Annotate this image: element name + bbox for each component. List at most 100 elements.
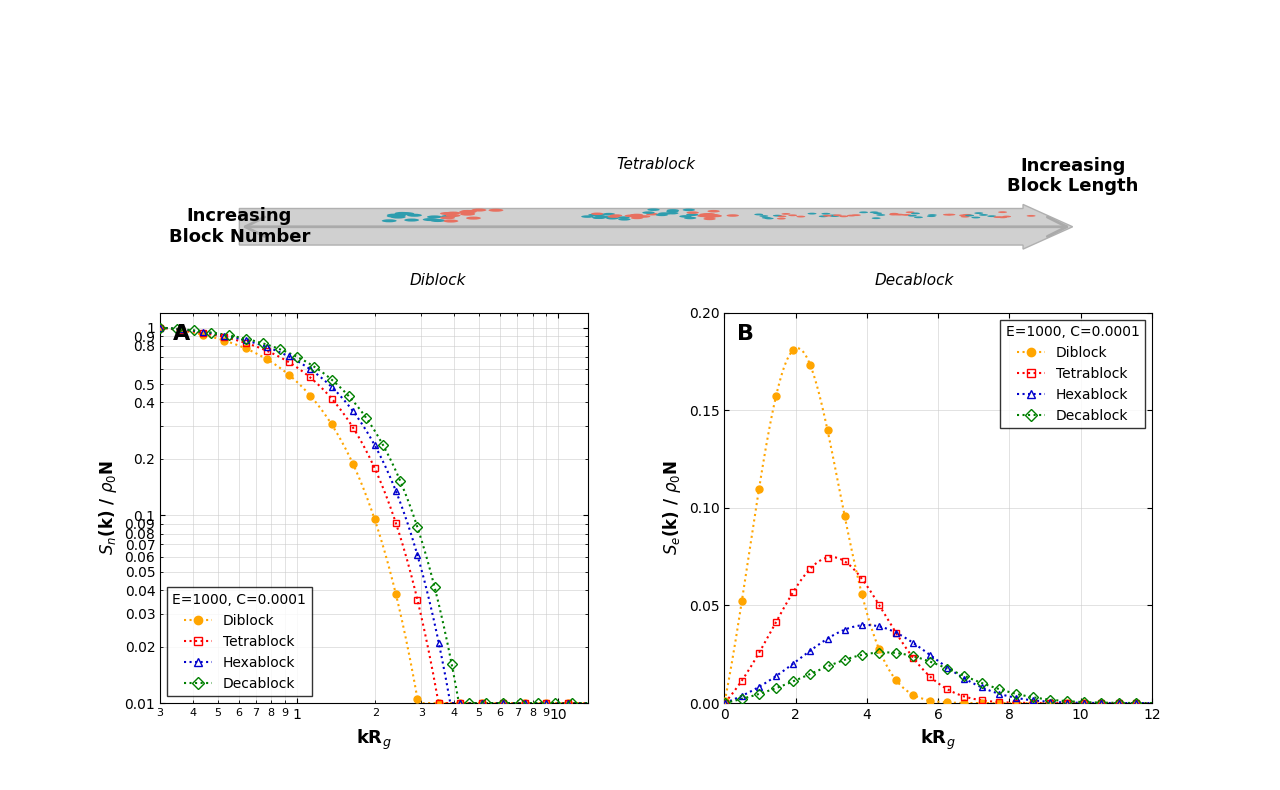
Circle shape bbox=[422, 218, 438, 221]
Y-axis label: $S_n$(k) / $\rho_0$N: $S_n$(k) / $\rho_0$N bbox=[97, 461, 119, 555]
Circle shape bbox=[387, 215, 402, 217]
Circle shape bbox=[460, 213, 475, 216]
Circle shape bbox=[631, 214, 644, 217]
Circle shape bbox=[608, 216, 620, 218]
Circle shape bbox=[979, 214, 988, 216]
Text: Diblock: Diblock bbox=[410, 273, 466, 288]
Circle shape bbox=[630, 214, 641, 216]
Circle shape bbox=[658, 213, 671, 215]
Circle shape bbox=[708, 210, 719, 213]
Circle shape bbox=[873, 213, 882, 214]
Circle shape bbox=[911, 213, 920, 214]
Circle shape bbox=[394, 212, 410, 215]
Circle shape bbox=[445, 212, 461, 215]
Circle shape bbox=[972, 216, 980, 218]
Text: Increasing
Block Number: Increasing Block Number bbox=[169, 207, 310, 246]
Circle shape bbox=[442, 215, 456, 218]
Circle shape bbox=[461, 212, 475, 215]
Circle shape bbox=[581, 216, 594, 218]
Circle shape bbox=[607, 217, 618, 220]
Circle shape bbox=[808, 213, 817, 215]
FancyArrow shape bbox=[239, 205, 1073, 249]
Circle shape bbox=[440, 212, 454, 215]
Circle shape bbox=[682, 209, 695, 211]
Circle shape bbox=[646, 213, 658, 216]
Circle shape bbox=[404, 219, 419, 221]
Circle shape bbox=[618, 218, 631, 220]
Circle shape bbox=[471, 209, 486, 212]
Circle shape bbox=[902, 214, 911, 216]
Circle shape bbox=[705, 214, 718, 216]
Circle shape bbox=[643, 212, 654, 214]
Circle shape bbox=[609, 214, 622, 216]
Circle shape bbox=[686, 213, 699, 216]
Circle shape bbox=[1027, 215, 1036, 216]
Circle shape bbox=[823, 215, 832, 216]
Circle shape bbox=[928, 214, 937, 216]
Circle shape bbox=[443, 220, 458, 223]
Circle shape bbox=[869, 212, 878, 213]
Circle shape bbox=[632, 216, 644, 218]
Circle shape bbox=[959, 214, 968, 216]
Circle shape bbox=[631, 213, 643, 216]
Circle shape bbox=[593, 216, 605, 219]
Text: Increasing
Block Length: Increasing Block Length bbox=[1007, 156, 1138, 195]
Circle shape bbox=[831, 215, 840, 217]
Circle shape bbox=[890, 213, 899, 215]
Circle shape bbox=[914, 216, 923, 218]
Circle shape bbox=[819, 216, 828, 217]
Circle shape bbox=[759, 215, 768, 217]
Circle shape bbox=[625, 215, 637, 217]
Circle shape bbox=[461, 210, 475, 213]
Text: Decablock: Decablock bbox=[874, 273, 954, 288]
Circle shape bbox=[709, 214, 721, 217]
Circle shape bbox=[993, 216, 1002, 218]
Circle shape bbox=[847, 215, 856, 216]
Circle shape bbox=[895, 214, 904, 216]
Circle shape bbox=[762, 217, 771, 219]
X-axis label: kR$_g$: kR$_g$ bbox=[356, 728, 392, 752]
Circle shape bbox=[648, 209, 659, 211]
Circle shape bbox=[927, 215, 936, 217]
Circle shape bbox=[872, 217, 881, 219]
Circle shape bbox=[684, 216, 696, 220]
Circle shape bbox=[908, 215, 916, 216]
Circle shape bbox=[777, 218, 786, 220]
Circle shape bbox=[637, 215, 650, 218]
Circle shape bbox=[833, 214, 842, 216]
Circle shape bbox=[877, 214, 886, 216]
Circle shape bbox=[987, 215, 996, 217]
Circle shape bbox=[399, 213, 415, 215]
Circle shape bbox=[1002, 216, 1011, 217]
Circle shape bbox=[796, 216, 805, 217]
Circle shape bbox=[777, 216, 786, 217]
Circle shape bbox=[595, 216, 608, 218]
Circle shape bbox=[859, 212, 868, 213]
Circle shape bbox=[381, 220, 397, 222]
Circle shape bbox=[591, 213, 603, 215]
Circle shape bbox=[890, 213, 899, 216]
Circle shape bbox=[667, 209, 680, 212]
Circle shape bbox=[764, 217, 773, 220]
Circle shape bbox=[704, 216, 716, 218]
Circle shape bbox=[666, 210, 678, 213]
Circle shape bbox=[489, 209, 503, 212]
Circle shape bbox=[407, 214, 422, 216]
Circle shape bbox=[698, 215, 709, 217]
Circle shape bbox=[631, 216, 643, 219]
Circle shape bbox=[686, 212, 699, 214]
Circle shape bbox=[466, 216, 481, 220]
Circle shape bbox=[600, 216, 613, 218]
Circle shape bbox=[709, 215, 722, 217]
Text: B: B bbox=[737, 325, 754, 344]
Circle shape bbox=[965, 215, 974, 216]
Circle shape bbox=[390, 214, 406, 217]
Circle shape bbox=[782, 213, 790, 215]
Circle shape bbox=[430, 219, 445, 222]
Circle shape bbox=[754, 213, 763, 216]
Text: A: A bbox=[173, 325, 189, 344]
Circle shape bbox=[788, 214, 797, 216]
Circle shape bbox=[704, 217, 716, 220]
Circle shape bbox=[445, 214, 461, 217]
Y-axis label: $S_e$(k) / $\rho_0$N: $S_e$(k) / $\rho_0$N bbox=[662, 461, 684, 555]
